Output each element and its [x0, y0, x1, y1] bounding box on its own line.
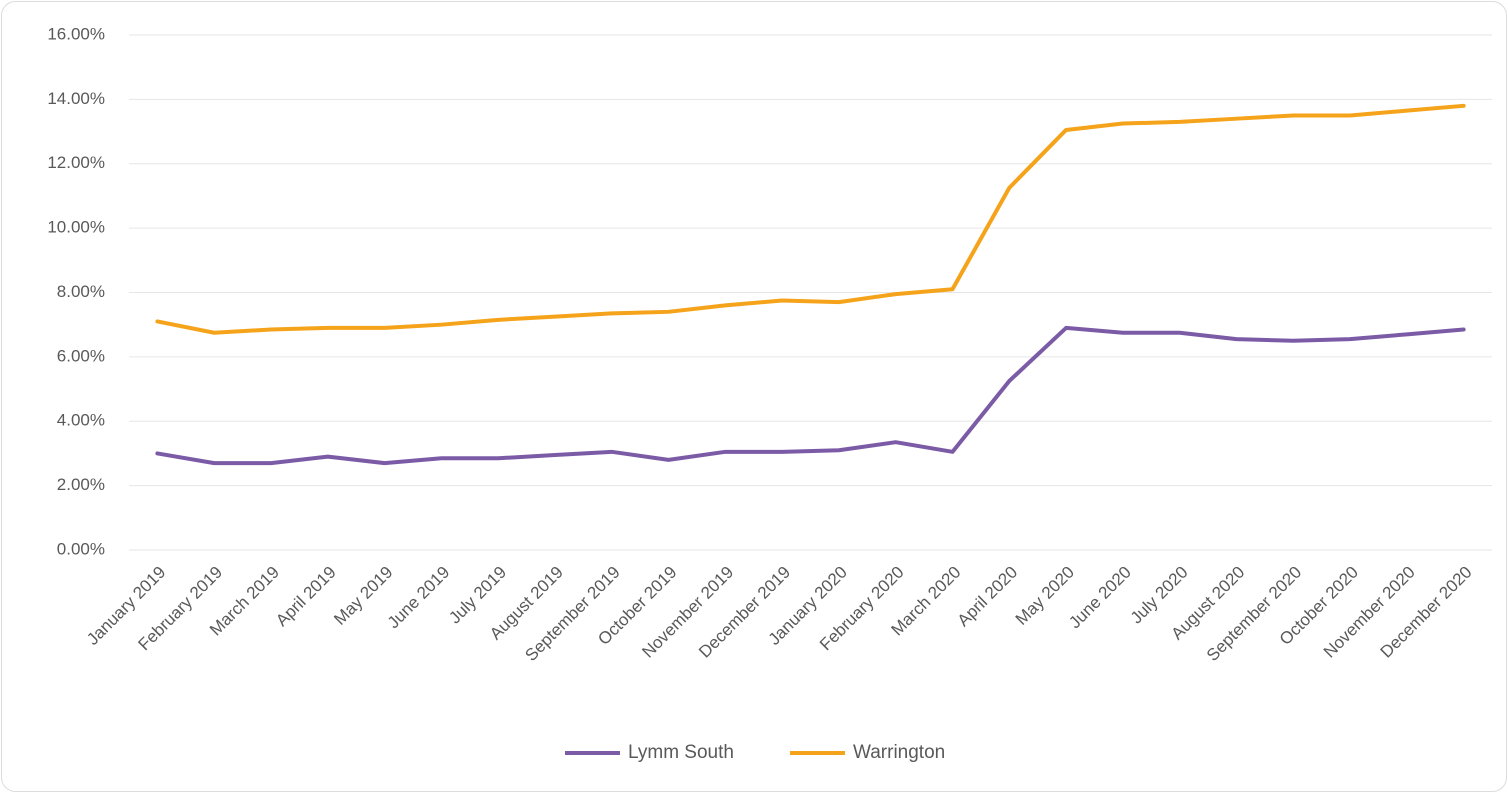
y-tick-label: 6.00% — [57, 346, 105, 365]
y-tick-label: 16.00% — [47, 24, 105, 43]
legend-label: Lymm South — [628, 742, 734, 763]
y-tick-label: 8.00% — [57, 282, 105, 301]
y-tick-label: 2.00% — [57, 475, 105, 494]
y-tick-label: 12.00% — [47, 153, 105, 172]
y-tick-label: 14.00% — [47, 89, 105, 108]
line-series — [155, 325, 1466, 466]
line-series — [155, 103, 1466, 335]
y-tick-label: 4.00% — [57, 411, 105, 430]
y-tick-label: 0.00% — [57, 539, 105, 558]
legend-label: Warrington — [853, 742, 945, 763]
y-tick-label: 10.00% — [47, 218, 105, 237]
